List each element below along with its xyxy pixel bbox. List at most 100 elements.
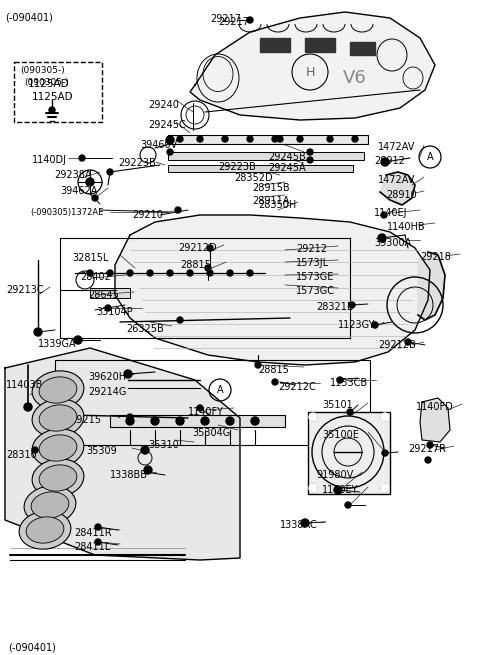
Text: 1140EY: 1140EY bbox=[322, 485, 359, 495]
Circle shape bbox=[124, 370, 132, 378]
Text: 35101: 35101 bbox=[322, 400, 353, 410]
Circle shape bbox=[309, 413, 317, 421]
Polygon shape bbox=[380, 172, 415, 205]
Circle shape bbox=[151, 417, 159, 425]
Text: 1140HB: 1140HB bbox=[387, 222, 426, 232]
Text: 29217: 29217 bbox=[210, 14, 241, 24]
Circle shape bbox=[272, 136, 278, 142]
Text: A: A bbox=[216, 385, 223, 395]
Circle shape bbox=[79, 155, 85, 161]
Text: 39300A: 39300A bbox=[374, 238, 411, 248]
Text: 1338AC: 1338AC bbox=[280, 520, 318, 530]
Text: 29213C: 29213C bbox=[6, 285, 44, 295]
Circle shape bbox=[126, 417, 134, 425]
Text: 35304G: 35304G bbox=[192, 428, 230, 438]
Bar bbox=[60, 238, 350, 338]
Text: 29238A: 29238A bbox=[54, 170, 92, 180]
Circle shape bbox=[87, 270, 93, 276]
Text: (-090305)1372AE: (-090305)1372AE bbox=[30, 208, 103, 217]
Text: 39460V: 39460V bbox=[140, 140, 177, 150]
Text: 29212D: 29212D bbox=[178, 243, 216, 253]
Text: 35310: 35310 bbox=[148, 440, 179, 450]
Ellipse shape bbox=[39, 465, 77, 491]
Text: 28321E: 28321E bbox=[316, 302, 353, 312]
Polygon shape bbox=[190, 12, 435, 120]
Circle shape bbox=[197, 136, 203, 142]
Text: 35100E: 35100E bbox=[322, 430, 359, 440]
Circle shape bbox=[92, 195, 98, 201]
Circle shape bbox=[425, 457, 431, 463]
Text: 29212B: 29212B bbox=[378, 340, 416, 350]
Text: 1123GY: 1123GY bbox=[338, 320, 375, 330]
Circle shape bbox=[49, 107, 55, 113]
Polygon shape bbox=[115, 215, 430, 365]
Circle shape bbox=[349, 302, 355, 308]
Text: 28815: 28815 bbox=[180, 260, 211, 270]
Circle shape bbox=[381, 413, 389, 421]
Circle shape bbox=[309, 484, 317, 492]
Circle shape bbox=[127, 414, 133, 420]
Text: 28915B: 28915B bbox=[252, 183, 289, 193]
Circle shape bbox=[352, 136, 358, 142]
Polygon shape bbox=[5, 348, 240, 560]
Circle shape bbox=[277, 136, 283, 142]
Circle shape bbox=[382, 450, 388, 456]
Circle shape bbox=[95, 524, 101, 530]
Text: 26325B: 26325B bbox=[126, 324, 164, 334]
Text: 39462A: 39462A bbox=[60, 186, 97, 196]
Text: (-090401): (-090401) bbox=[5, 12, 53, 22]
Circle shape bbox=[327, 136, 333, 142]
Text: 29215: 29215 bbox=[70, 415, 101, 425]
Text: 29240: 29240 bbox=[148, 100, 179, 110]
Text: 1140DJ: 1140DJ bbox=[32, 155, 67, 165]
Circle shape bbox=[95, 539, 101, 545]
Circle shape bbox=[107, 169, 113, 175]
Circle shape bbox=[24, 403, 32, 411]
Text: 28912: 28912 bbox=[374, 156, 405, 166]
Circle shape bbox=[381, 212, 387, 218]
Circle shape bbox=[187, 270, 193, 276]
Circle shape bbox=[372, 322, 378, 328]
Polygon shape bbox=[350, 42, 375, 55]
Circle shape bbox=[247, 270, 253, 276]
Text: 1140EJ: 1140EJ bbox=[374, 208, 408, 218]
Circle shape bbox=[272, 379, 278, 385]
Ellipse shape bbox=[32, 459, 84, 497]
Circle shape bbox=[337, 377, 343, 383]
Circle shape bbox=[381, 158, 389, 166]
Circle shape bbox=[127, 270, 133, 276]
Bar bbox=[168, 165, 353, 172]
Circle shape bbox=[347, 409, 353, 415]
Text: 29245B: 29245B bbox=[268, 152, 306, 162]
Circle shape bbox=[207, 270, 213, 276]
Text: 39620H: 39620H bbox=[88, 372, 126, 382]
Bar bbox=[14, 62, 102, 122]
Text: 29245A: 29245A bbox=[268, 163, 306, 173]
Bar bbox=[308, 412, 390, 494]
Text: 1573JL: 1573JL bbox=[296, 258, 329, 268]
Text: 1472AV: 1472AV bbox=[378, 142, 415, 152]
Ellipse shape bbox=[32, 429, 84, 467]
Bar bbox=[168, 152, 364, 160]
Circle shape bbox=[86, 178, 94, 186]
Ellipse shape bbox=[24, 486, 76, 524]
Text: 1573GE: 1573GE bbox=[296, 272, 335, 282]
Text: (-090401): (-090401) bbox=[8, 642, 56, 652]
Text: 29210: 29210 bbox=[132, 210, 163, 220]
Circle shape bbox=[207, 245, 213, 251]
Polygon shape bbox=[260, 38, 290, 52]
Circle shape bbox=[255, 362, 261, 368]
Circle shape bbox=[32, 447, 38, 453]
Ellipse shape bbox=[39, 405, 77, 431]
Circle shape bbox=[297, 136, 303, 142]
Text: (090305-): (090305-) bbox=[20, 66, 65, 75]
Circle shape bbox=[34, 328, 42, 336]
Text: 28815: 28815 bbox=[258, 365, 289, 375]
Circle shape bbox=[227, 270, 233, 276]
Circle shape bbox=[405, 339, 411, 345]
Bar bbox=[168, 135, 368, 144]
Circle shape bbox=[107, 270, 113, 276]
Circle shape bbox=[345, 502, 351, 508]
Circle shape bbox=[147, 270, 153, 276]
Bar bbox=[110, 415, 285, 427]
